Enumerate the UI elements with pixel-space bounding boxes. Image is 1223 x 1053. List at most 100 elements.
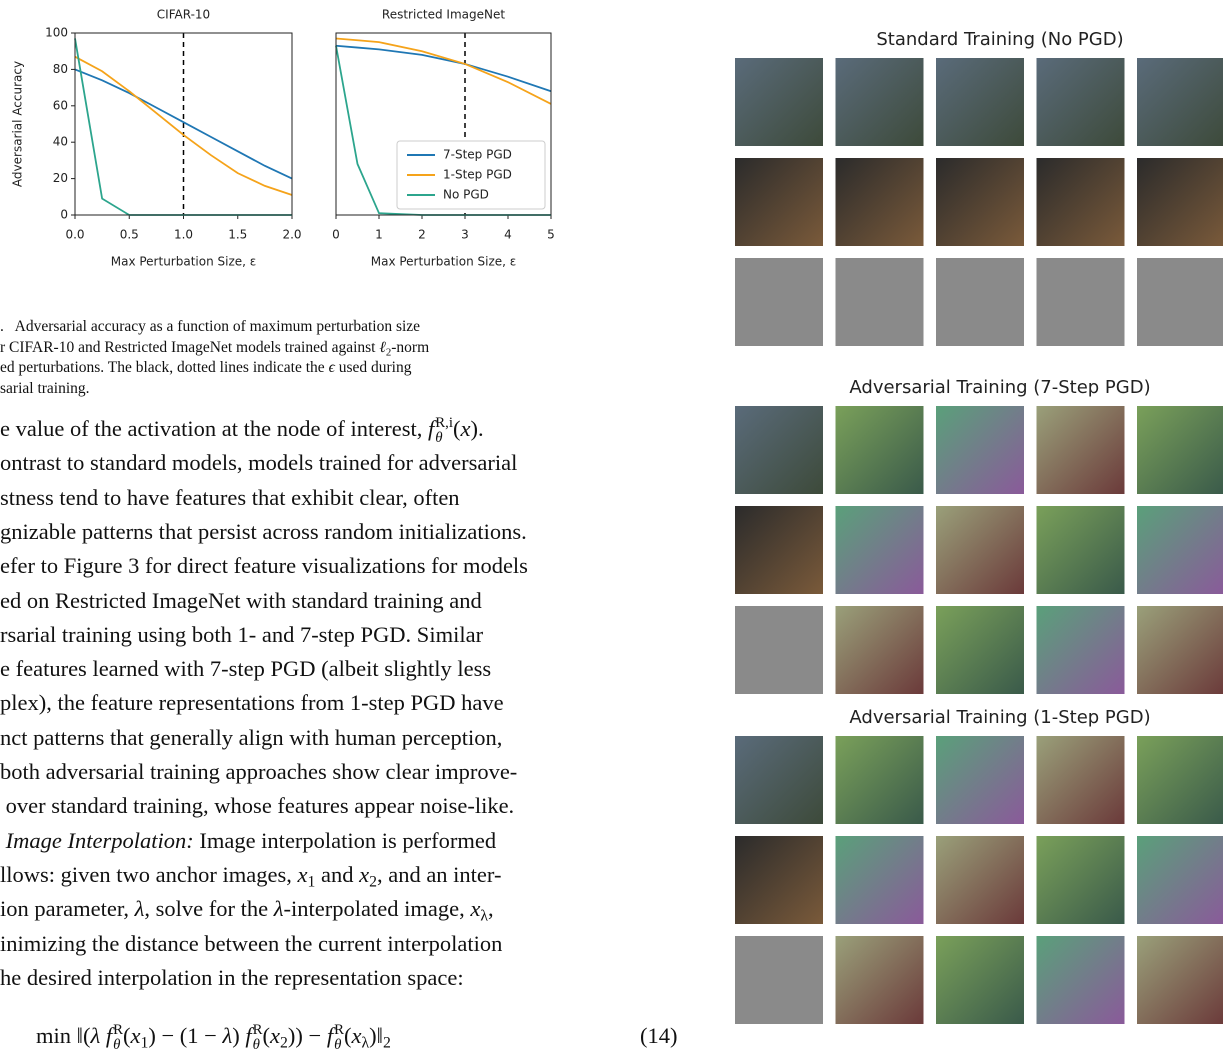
image-tile xyxy=(735,406,823,494)
equation: min ‖(λ fRθ(x1) − (1 − λ) fRθ(x2)) − fRθ… xyxy=(36,1023,391,1053)
text: llows: given two anchor images, xyxy=(0,862,297,887)
x-axis-label: Max Perturbation Size, ε xyxy=(111,255,257,269)
image-tile xyxy=(735,58,823,146)
math-sup: R xyxy=(334,1023,344,1038)
image-tile xyxy=(1137,406,1223,494)
x-tick-label: 1.5 xyxy=(228,228,247,242)
math-sub: λ xyxy=(362,1035,370,1052)
figure: Standard Training (No PGD) Adversarial Tr… xyxy=(700,0,1223,1048)
image-tile xyxy=(1137,158,1223,246)
text: Image interpolation is performed xyxy=(194,828,496,853)
math-sub: θ xyxy=(253,1038,263,1053)
image-tile xyxy=(836,606,924,694)
text-line: llows: given two anchor images, x1 and x… xyxy=(0,862,501,892)
image-tile xyxy=(936,58,1024,146)
x-tick-label: 1.0 xyxy=(174,228,193,242)
text: ( xyxy=(344,1023,352,1048)
text-line: stness tend to have features that exhibi… xyxy=(0,485,460,511)
image-tile xyxy=(1137,258,1223,346)
math: x xyxy=(470,896,480,921)
scripts: R,iθ xyxy=(435,416,453,446)
math: x xyxy=(460,416,470,441)
text-line: gnizable patterns that persist across ra… xyxy=(0,519,527,545)
chart-title: Restricted ImageNet xyxy=(382,8,505,22)
math-sup: R,i xyxy=(435,416,453,431)
x-tick-label: 4 xyxy=(504,228,512,242)
text: and xyxy=(315,862,359,887)
text: , xyxy=(488,896,494,921)
image-tile xyxy=(1137,606,1223,694)
image-tile xyxy=(936,258,1024,346)
x-tick-label: 0 xyxy=(332,228,340,242)
y-tick-label: 20 xyxy=(53,171,68,185)
image-tile xyxy=(735,736,823,824)
text: min ‖( xyxy=(36,1023,90,1048)
math: x xyxy=(359,862,369,887)
text-line: inimizing the distance between the curre… xyxy=(0,931,502,957)
image-tile xyxy=(1137,936,1223,1024)
math: λ xyxy=(222,1023,232,1048)
math-sub: 2 xyxy=(383,1035,391,1052)
y-tick-label: 100 xyxy=(45,26,68,40)
y-tick-label: 40 xyxy=(53,135,68,149)
figure-title: Adversarial Training (7-Step PGD) xyxy=(849,377,1150,398)
figure-title: Standard Training (No PGD) xyxy=(876,29,1123,50)
image-tile xyxy=(936,506,1024,594)
math-sub: 2 xyxy=(280,1035,288,1052)
math-sub: θ xyxy=(435,431,453,446)
text-line: Image Interpolation: Image interpolation… xyxy=(0,828,496,854)
text: e features learned with 7-step PGD (albe… xyxy=(0,656,491,681)
y-tick-label: 60 xyxy=(53,98,68,112)
text-line: e features learned with 7-step PGD (albe… xyxy=(0,656,491,682)
text: , and an inter- xyxy=(377,862,502,887)
image-tile xyxy=(735,506,823,594)
image-tile xyxy=(1037,58,1125,146)
image-tile xyxy=(1037,606,1125,694)
text-line: ed perturbations. The black, dotted line… xyxy=(0,359,411,377)
text-line: efer to Figure 3 for direct feature visu… xyxy=(0,553,528,579)
text-line: r CIFAR-10 and Restricted ImageNet model… xyxy=(0,339,429,358)
x-tick-label: 3 xyxy=(461,228,469,242)
image-tile xyxy=(1137,58,1223,146)
legend-label: 1-Step PGD xyxy=(443,168,512,182)
text-line: plex), the feature representations from … xyxy=(0,690,504,716)
text: ed perturbations. The black, dotted line… xyxy=(0,359,329,376)
image-tile xyxy=(936,158,1024,246)
image-tile xyxy=(735,158,823,246)
math-sup: R xyxy=(253,1023,263,1038)
image-tile xyxy=(1037,406,1125,494)
text-line: . Adversarial accuracy as a function of … xyxy=(0,318,420,336)
y-tick-label: 80 xyxy=(53,62,68,76)
x-tick-label: 2.0 xyxy=(282,228,301,242)
math: f xyxy=(327,1023,333,1048)
image-tile xyxy=(735,258,823,346)
text: inimizing the distance between the curre… xyxy=(0,931,502,956)
image-tile xyxy=(936,836,1024,924)
text-line: ontrast to standard models, models train… xyxy=(0,450,517,476)
text: nct patterns that generally align with h… xyxy=(0,725,502,750)
x-tick-label: 1 xyxy=(375,228,383,242)
image-tile xyxy=(735,836,823,924)
y-axis-label: Adversarial Accuracy xyxy=(11,61,25,187)
text: stness tend to have features that exhibi… xyxy=(0,485,460,510)
math: λ xyxy=(90,1023,100,1048)
text: both adversarial training approaches sho… xyxy=(0,759,517,784)
text-line: over standard training, whose features a… xyxy=(0,793,514,819)
text-line: rsarial training using both 1- and 7-ste… xyxy=(0,622,483,648)
legend-label: No PGD xyxy=(443,188,489,202)
image-tile xyxy=(836,506,924,594)
text: . Adversarial accuracy as a function of … xyxy=(0,318,420,335)
image-tile xyxy=(936,736,1024,824)
image-tile xyxy=(936,606,1024,694)
text: ( xyxy=(263,1023,271,1048)
text: over standard training, whose features a… xyxy=(0,793,514,818)
text: gnizable patterns that persist across ra… xyxy=(0,519,527,544)
scripts: Rθ xyxy=(113,1023,123,1053)
math-sub: θ xyxy=(113,1038,123,1053)
x-tick-label: 5 xyxy=(547,228,555,242)
math: )‖ xyxy=(369,1023,383,1048)
math: x xyxy=(270,1023,280,1048)
figure-title: Adversarial Training (1-Step PGD) xyxy=(849,707,1150,728)
